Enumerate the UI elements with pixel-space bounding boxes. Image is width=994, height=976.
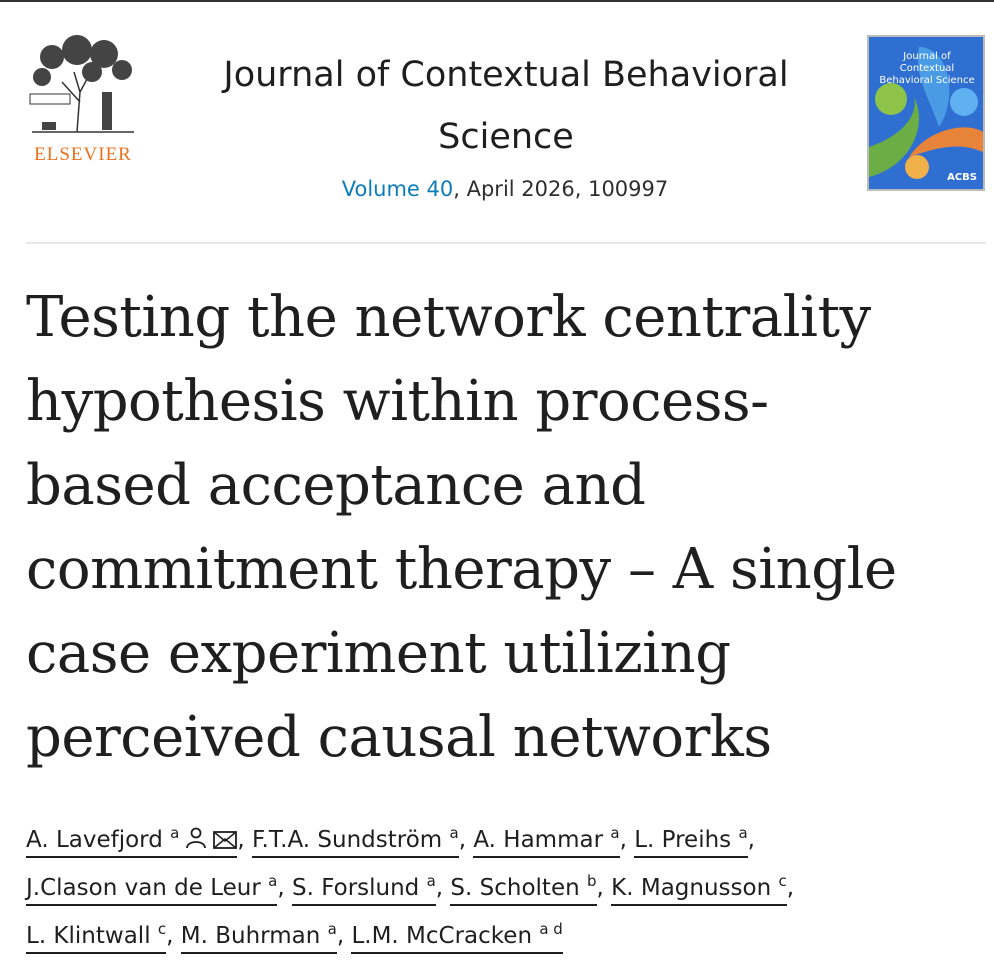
title-line: hypothesis within process- — [26, 369, 769, 434]
author-link[interactable]: L. Preihs a — [634, 824, 748, 858]
volume-info: Volume 40, April 2026, 100997 — [160, 174, 850, 204]
separator: , — [596, 875, 612, 901]
top-border — [0, 0, 994, 2]
author-link[interactable]: S. Scholten b — [450, 872, 597, 906]
separator: , — [277, 875, 292, 901]
author-name: L. Preihs — [634, 827, 732, 853]
author-name: S. Scholten — [450, 875, 580, 901]
author-name: A. Hammar — [473, 827, 604, 853]
header-divider — [26, 242, 986, 244]
affiliation-mark: c — [778, 872, 787, 890]
separator: , — [747, 827, 755, 853]
affiliation-mark: a — [738, 824, 748, 842]
author-name: S. Forslund — [291, 875, 420, 901]
author-name: J.Clason van de Leur — [26, 875, 261, 901]
separator: , — [435, 875, 451, 901]
author-list: A. Lavefjord a, F.T.A. Sundström a, A. H… — [26, 816, 986, 960]
affiliation-mark: a — [610, 824, 620, 842]
author-link[interactable]: M. Buhrman a — [180, 920, 337, 954]
affiliation-mark: a — [426, 872, 436, 890]
author-link[interactable]: K. Magnusson c — [611, 872, 787, 906]
author-name: K. Magnusson — [611, 875, 772, 901]
separator: , — [786, 875, 795, 901]
author-link[interactable]: A. Hammar a — [473, 824, 620, 858]
affiliation-mark: c — [157, 920, 167, 938]
affiliation-mark: a d — [539, 920, 563, 938]
affiliation-mark: a — [449, 824, 459, 842]
cover-title: Journal of Contextual Behavioral Science — [879, 51, 975, 86]
journal-cover[interactable]: Journal of Contextual Behavioral Science… — [867, 35, 985, 191]
volume-link[interactable]: Volume 40 — [341, 177, 454, 201]
separator: , — [237, 827, 252, 853]
cover-badge: ACBS — [947, 172, 977, 183]
author-name: M. Buhrman — [180, 923, 321, 949]
author-link[interactable]: L. Klintwall c — [26, 920, 167, 954]
date-article-number: , April 2026, 100997 — [453, 177, 669, 201]
author-name: F.T.A. Sundström — [251, 827, 443, 853]
author-link[interactable]: J.Clason van de Leur a — [26, 872, 278, 906]
article-title: Testing the network centrality hypothesi… — [26, 276, 986, 780]
title-line: based acceptance and — [26, 453, 646, 518]
affiliation-mark: a — [170, 824, 180, 842]
title-line: commitment therapy – A single — [26, 537, 897, 602]
author-link[interactable]: A. Lavefjord a — [26, 824, 238, 858]
title-line: perceived causal networks — [26, 705, 772, 770]
affiliation-mark: a — [327, 920, 337, 938]
title-line: case experiment utilizing — [26, 621, 731, 686]
person-icon — [186, 827, 207, 849]
author-name: A. Lavefjord — [26, 827, 163, 853]
email-icon — [213, 831, 238, 849]
separator: , — [458, 827, 474, 853]
separator: , — [166, 923, 181, 949]
author-link[interactable]: F.T.A. Sundström a — [251, 824, 459, 858]
author-name: L. Klintwall — [26, 923, 151, 949]
elsevier-logo[interactable]: ELSEVIER — [22, 32, 144, 167]
title-line: Testing the network centrality — [26, 285, 871, 350]
author-link[interactable]: L.M. McCracken a d — [351, 920, 563, 954]
author-link[interactable]: S. Forslund a — [291, 872, 436, 906]
separator: , — [336, 923, 352, 949]
separator: , — [619, 827, 635, 853]
publisher-name: ELSEVIER — [34, 144, 132, 165]
journal-link[interactable]: Journal of Contextual Behavioral Science — [223, 55, 789, 157]
journal-title[interactable]: Journal of Contextual Behavioral Science — [158, 44, 854, 168]
elsevier-tree-icon — [29, 35, 134, 133]
affiliation-mark: a — [268, 872, 278, 890]
cover-image — [869, 37, 983, 189]
affiliation-mark: b — [587, 872, 597, 890]
author-name: L.M. McCracken — [351, 923, 533, 949]
